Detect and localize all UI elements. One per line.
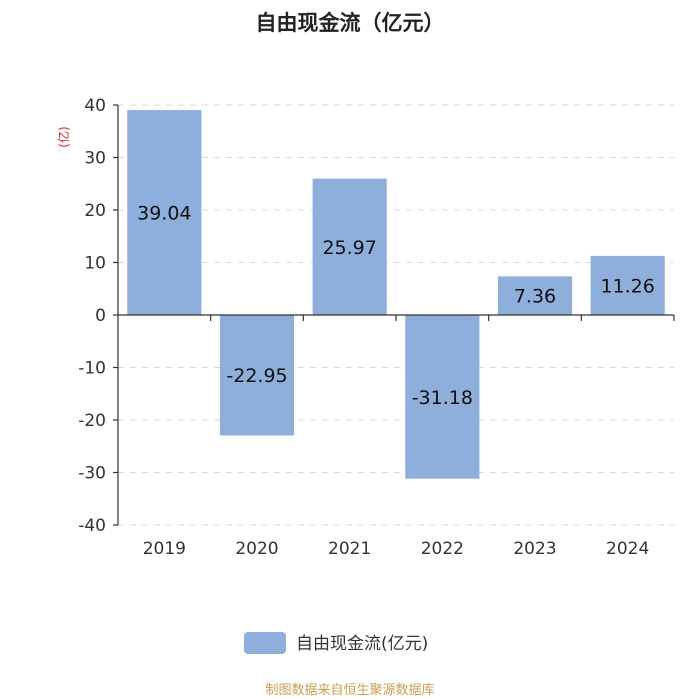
legend-swatch <box>244 632 286 654</box>
y-tick-label: 20 <box>84 201 106 221</box>
x-tick-label: 2023 <box>513 539 556 559</box>
tick-labels: 40 30 20 10 0 -10 -20 -30 -40 2019 2020 2021 2022 202… <box>78 96 649 559</box>
y-axis-unit-label: (亿) <box>56 126 71 147</box>
axes <box>113 104 675 526</box>
grid <box>118 104 674 526</box>
chart-title: 自由现金流（亿元） <box>256 11 445 35</box>
data-labels: 39.04 -22.95 25.97 -31.18 7.36 11.26 <box>137 203 655 409</box>
data-label-2024: 11.26 <box>600 275 654 297</box>
x-tick-label: 2024 <box>606 539 649 559</box>
data-label-2019: 39.04 <box>137 203 191 225</box>
y-tick-label: -10 <box>78 359 106 379</box>
y-tick-label: -40 <box>78 516 106 536</box>
y-tick-label: 10 <box>84 254 106 274</box>
bar-series <box>127 110 665 479</box>
x-tick-label: 2021 <box>328 539 371 559</box>
legend-label: 自由现金流(亿元) <box>296 634 428 654</box>
y-tick-label: -30 <box>78 464 106 484</box>
legend[interactable]: 自由现金流(亿元) <box>244 632 428 654</box>
bar-2024[interactable] <box>590 255 665 315</box>
bar-2020[interactable] <box>219 315 295 436</box>
source-note: 制图数据来自恒生聚源数据库 <box>265 682 434 698</box>
x-tick-label: 2019 <box>143 539 186 559</box>
data-label-2023: 7.36 <box>514 286 556 308</box>
y-tick-label: 0 <box>95 306 106 326</box>
bar-2019[interactable] <box>127 110 202 315</box>
data-label-2020: -22.95 <box>226 365 287 387</box>
bar-2021[interactable] <box>312 178 387 315</box>
y-tick-label: 40 <box>84 96 106 116</box>
bar-2022[interactable] <box>405 315 480 479</box>
bar-2023[interactable] <box>497 276 573 315</box>
data-label-2022: -31.18 <box>412 387 473 409</box>
x-tick-label: 2022 <box>421 539 464 559</box>
y-tick-label: -20 <box>78 411 106 431</box>
data-label-2021: 25.97 <box>322 237 376 259</box>
y-tick-label: 30 <box>84 149 106 169</box>
x-tick-label: 2020 <box>235 539 278 559</box>
